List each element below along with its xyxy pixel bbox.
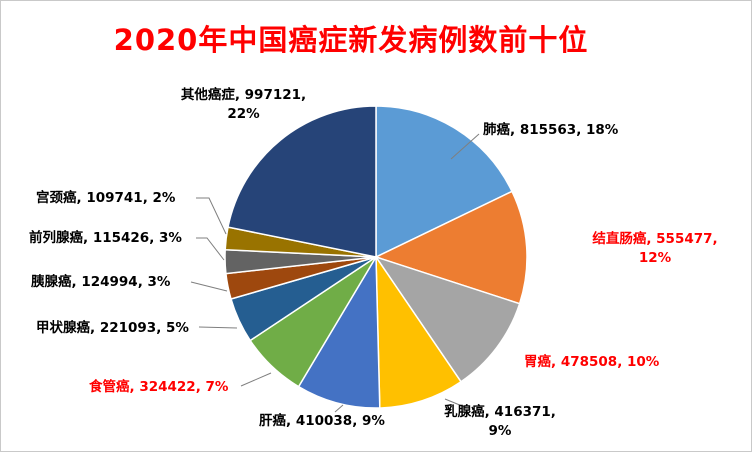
leader-line-5 — [240, 372, 272, 387]
leader-line-6 — [198, 326, 238, 329]
pie-slice-10 — [227, 105, 377, 258]
pie-slice-4 — [297, 254, 381, 409]
pie-label-5: 食管癌, 324422, 7% — [89, 379, 229, 395]
leader-line-0 — [450, 133, 480, 160]
leader-line-3 — [444, 398, 468, 409]
pie-label-4: 肝癌, 410038, 9% — [259, 413, 385, 429]
pie-label-2: 胃癌, 478508, 10% — [524, 354, 660, 370]
pie-label-7: 胰腺癌, 124994, 3% — [31, 274, 171, 290]
pie-slice-1 — [373, 190, 528, 305]
leader-line-8 — [196, 237, 225, 261]
leader-line-4 — [334, 404, 344, 413]
pie-label-1: 结直肠癌, 555477, 12% — [592, 231, 718, 266]
leader-line-7 — [190, 281, 228, 292]
leader-line-9 — [196, 197, 227, 235]
chart-title: 2020年中国癌症新发病例数前十位 — [113, 23, 589, 57]
pie-label-6: 甲状腺癌, 221093, 5% — [36, 320, 189, 336]
pie-label-0: 肺癌, 815563, 18% — [483, 122, 619, 138]
pie-slice-2 — [374, 255, 521, 383]
pie-label-9: 宫颈癌, 109741, 2% — [36, 190, 176, 206]
pie-label-3: 乳腺癌, 416371, 9% — [444, 404, 556, 439]
pie-slice-3 — [375, 254, 463, 409]
pie-label-8: 前列腺癌, 115426, 3% — [29, 230, 182, 246]
pie-label-10: 其他癌症, 997121, 22% — [180, 87, 307, 122]
pie-slice-0 — [375, 105, 514, 259]
